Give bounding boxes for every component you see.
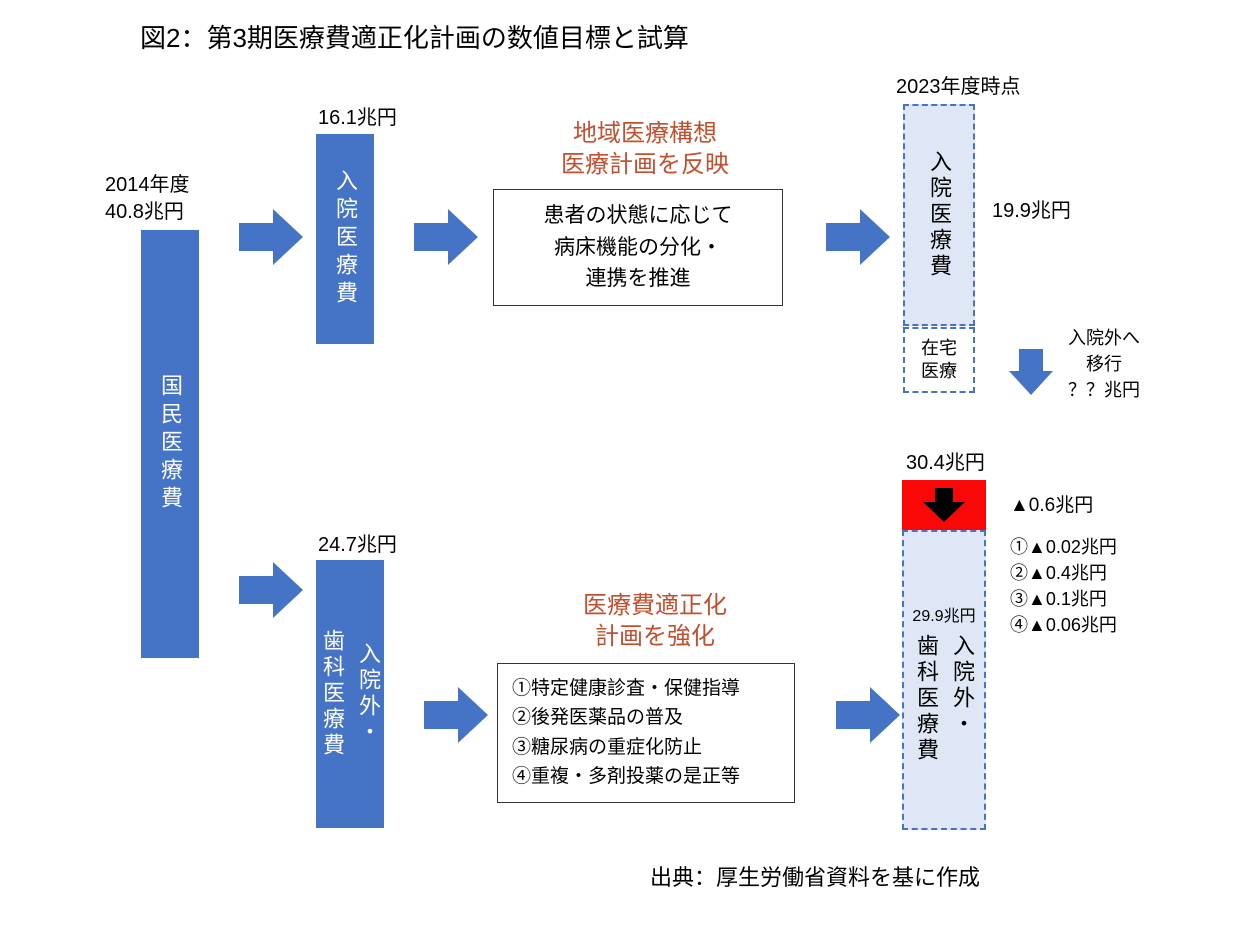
reduction-line: ①▲0.02兆円 [1010,534,1117,560]
home-care-box: 在宅 医療 [903,327,975,393]
figure-title: 図2：第3期医療費適正化計画の数値目標と試算 [140,18,689,55]
national-medical-cost-bar: 国民医療費 [141,230,199,658]
text-line: 計画を強化 [595,623,715,650]
inpatient-cost-bar: 入院医療費 [316,134,374,344]
list-item: ②後発医薬品の普及 [512,703,780,732]
year-text: 2014年度 [105,174,190,196]
lower-red-header: 医療費適正化 計画を強化 [530,590,780,652]
upper-description-box: 患者の状態に応じて 病床機能の分化・ 連携を推進 [493,189,783,306]
list-item: ①特定健康診査・保健指導 [512,674,780,703]
amount-text: 40.8兆円 [105,201,184,223]
text-line: 医療費適正化 [583,592,727,619]
reduction-breakdown: ①▲0.02兆円 ②▲0.4兆円 ③▲0.1兆円 ④▲0.06兆円 [1010,534,1117,638]
outpatient-proj-bar: 29.9兆円 歯科医療費 入院外・ [902,530,986,830]
bar-label-line: 歯科医療費 [910,634,942,764]
bar-label-line: 入院外・ [946,634,978,764]
bar-label-line: 歯科医療費 [316,629,348,759]
text-line: 医療計画を反映 [561,151,729,178]
projection-year-label: 2023年度時点 [896,74,1021,101]
reduction-band [902,480,986,530]
list-item: ③糖尿病の重症化防止 [512,733,780,762]
reduction-total: ▲0.6兆円 [1010,492,1093,521]
reduction-line: ④▲0.06兆円 [1010,612,1117,638]
outpatient-cost-bar: 歯科医療費 入院外・ [316,560,384,828]
inpatient-proj-bar: 入院医療費 [903,104,975,326]
desc-text: 患者の状態に応じて 病床機能の分化・ 連携を推進 [544,204,733,290]
upper-red-header: 地域医療構想 医療計画を反映 [520,118,770,180]
lower-description-box: ①特定健康診査・保健指導 ②後発医薬品の普及 ③糖尿病の重症化防止 ④重複・多剤… [497,663,795,803]
shift-label: 入院外へ 移行 ？？兆円 [1068,325,1140,403]
reduction-line: ②▲0.4兆円 [1010,560,1117,586]
bar-label: 入院医療費 [329,169,361,309]
bar-label: 国民医療費 [154,374,186,514]
inner-amount: 29.9兆円 [912,602,975,626]
upper-amount-label: 16.1兆円 [318,105,397,132]
black-down-arrow-icon [921,486,967,524]
bar-label: 入院医療費 [923,150,955,280]
left-year-label: 2014年度 40.8兆円 [105,172,190,226]
bar-label-line: 入院外・ [352,642,384,746]
lower-proj-top-amount: 30.4兆円 [906,450,985,477]
reduction-line: ③▲0.1兆円 [1010,586,1117,612]
list-item: ④重複・多剤投薬の是正等 [512,762,780,791]
lower-amount-label: 24.7兆円 [318,532,397,559]
upper-proj-amount: 19.9兆円 [992,198,1071,225]
home-care-text: 在宅 医療 [921,337,957,384]
text-line: 地域医療構想 [573,120,717,147]
source-text: 出典：厚生労働省資料を基に作成 [650,860,980,892]
